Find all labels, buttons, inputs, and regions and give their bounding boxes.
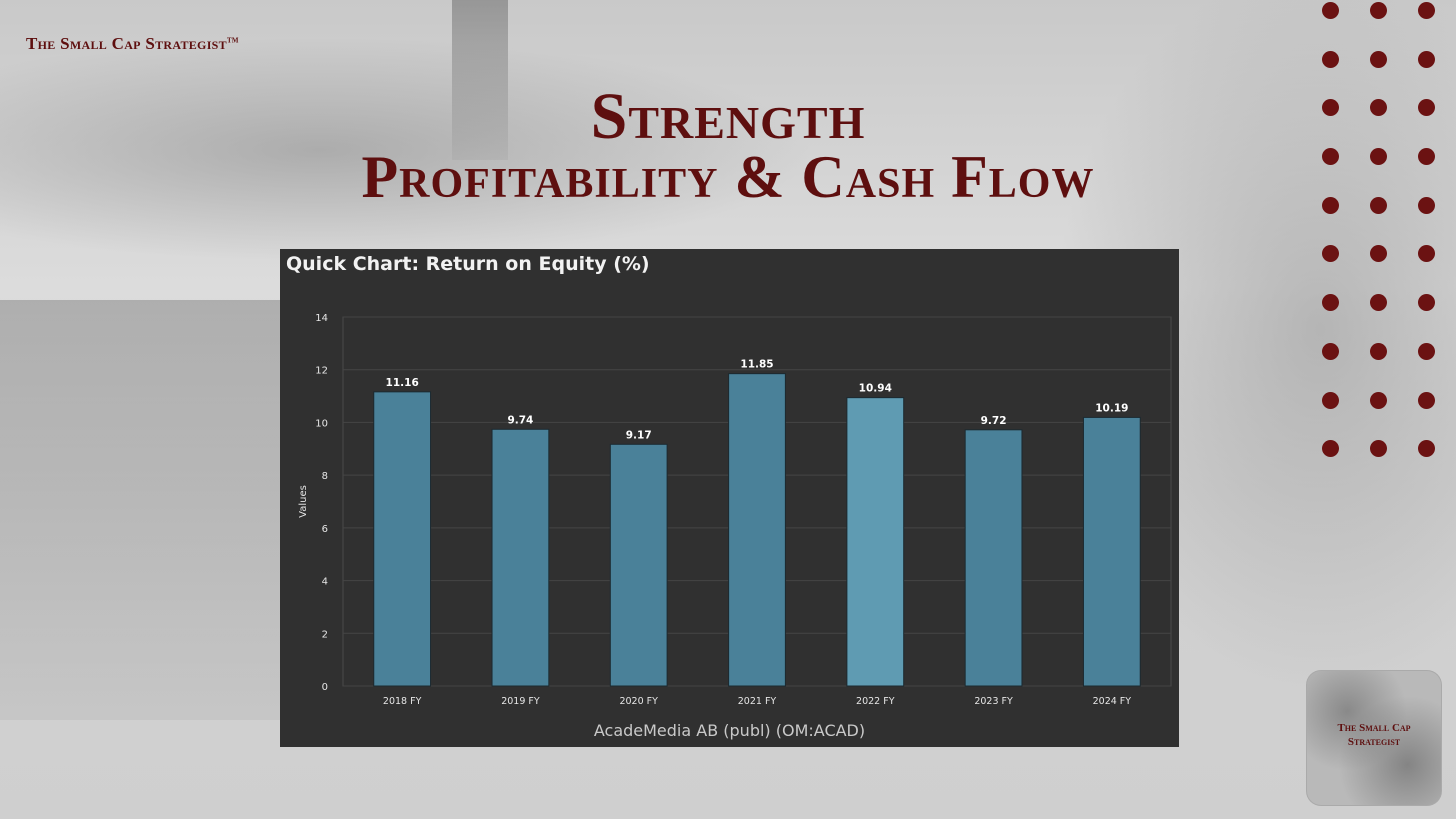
decorative-dot bbox=[1322, 99, 1339, 117]
decorative-dot bbox=[1370, 440, 1387, 458]
y-tick-label: 6 bbox=[322, 524, 328, 535]
decorative-dot bbox=[1322, 50, 1339, 68]
y-tick-label: 0 bbox=[322, 682, 328, 693]
bar bbox=[491, 428, 550, 687]
background-pillar bbox=[452, 0, 508, 160]
bar bbox=[1082, 416, 1141, 687]
decorative-dot bbox=[1370, 294, 1387, 312]
slide-subtitle: Profitability & Cash Flow bbox=[361, 144, 1095, 210]
data-label: 11.16 bbox=[386, 377, 419, 389]
decorative-dot bbox=[1322, 245, 1339, 263]
decorative-dot bbox=[1322, 391, 1339, 409]
data-label: 9.72 bbox=[981, 415, 1007, 427]
decorative-dot bbox=[1418, 50, 1435, 68]
data-label: 11.85 bbox=[740, 359, 773, 371]
bar bbox=[373, 391, 432, 687]
decorative-dot bbox=[1370, 391, 1387, 409]
decorative-dot bbox=[1418, 99, 1435, 117]
slide-title: Strength bbox=[590, 80, 866, 153]
decorative-dot bbox=[1322, 342, 1339, 360]
decorative-dot bbox=[1370, 196, 1387, 214]
x-tick-label: 2019 FY bbox=[501, 696, 540, 707]
logo-text: The Small Cap Strategist bbox=[1337, 722, 1411, 748]
decorative-dot bbox=[1370, 148, 1387, 166]
x-tick-label: 2021 FY bbox=[738, 696, 777, 707]
decorative-dot bbox=[1418, 391, 1435, 409]
decorative-dot bbox=[1370, 50, 1387, 68]
brand-name: The Small Cap StrategistTM bbox=[26, 34, 239, 53]
bar bbox=[846, 397, 905, 687]
decorative-dot bbox=[1418, 148, 1435, 166]
background-stock-chart bbox=[0, 300, 290, 720]
decorative-dot bbox=[1322, 294, 1339, 312]
chart-title: Quick Chart: Return on Equity (%) bbox=[286, 253, 650, 275]
decorative-dot bbox=[1418, 440, 1435, 458]
decorative-dot bbox=[1370, 245, 1387, 263]
decorative-dot bbox=[1322, 148, 1339, 166]
data-label: 9.74 bbox=[507, 414, 533, 426]
decorative-dot bbox=[1370, 342, 1387, 360]
y-tick-label: 10 bbox=[315, 418, 328, 429]
decorative-dot bbox=[1322, 196, 1339, 214]
chart-company-label: AcadeMedia AB (publ) (OM:ACAD) bbox=[593, 721, 866, 740]
y-tick-label: 14 bbox=[315, 313, 328, 324]
y-tick-label: 4 bbox=[322, 577, 328, 588]
data-label: 10.19 bbox=[1095, 402, 1128, 414]
x-tick-label: 2020 FY bbox=[619, 696, 658, 707]
data-label: 9.17 bbox=[626, 429, 652, 441]
decorative-dot bbox=[1418, 2, 1435, 19]
decorative-dot bbox=[1418, 245, 1435, 263]
decorative-dot bbox=[1322, 440, 1339, 458]
decorative-dot bbox=[1370, 2, 1387, 19]
data-label: 10.94 bbox=[859, 383, 892, 395]
decorative-dot bbox=[1322, 2, 1339, 19]
bar bbox=[609, 443, 668, 687]
roe-bar-chart: 0 2 4 6 8 10 12 14 Values 11.16 2018 FY 9.74 2019 FY… bbox=[298, 313, 1172, 707]
chart-panel: 0 2 4 6 8 10 12 14 Values 11.16 2018 FY 9.74 2019 FY… bbox=[280, 249, 1179, 747]
bar bbox=[728, 373, 786, 687]
decorative-dot bbox=[1418, 294, 1435, 312]
y-tick-label: 2 bbox=[322, 629, 328, 640]
y-axis-label: Values bbox=[298, 485, 309, 518]
x-tick-label: 2022 FY bbox=[856, 696, 895, 707]
y-tick-label: 8 bbox=[322, 471, 328, 482]
y-tick-label: 12 bbox=[315, 366, 328, 377]
decorative-dot bbox=[1370, 99, 1387, 117]
decorative-dot bbox=[1418, 342, 1435, 360]
brand-logo: The Small Cap Strategist bbox=[1307, 671, 1441, 805]
x-tick-label: 2024 FY bbox=[1093, 696, 1132, 707]
x-tick-label: 2023 FY bbox=[974, 696, 1013, 707]
x-tick-label: 2018 FY bbox=[383, 696, 422, 707]
bar bbox=[964, 429, 1023, 687]
decorative-dot bbox=[1418, 196, 1435, 214]
decorative-dot-grid bbox=[1322, 2, 1442, 462]
